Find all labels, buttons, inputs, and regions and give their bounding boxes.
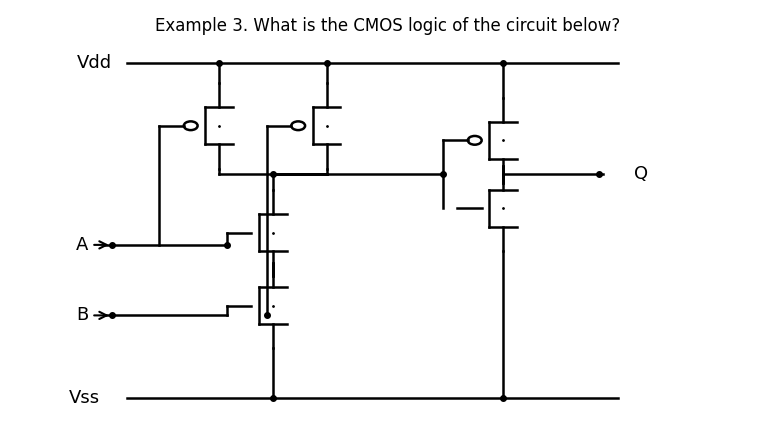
Text: Vdd: Vdd xyxy=(77,54,112,71)
Text: A: A xyxy=(76,236,106,254)
Text: Q: Q xyxy=(634,165,648,183)
Text: Example 3. What is the CMOS logic of the circuit below?: Example 3. What is the CMOS logic of the… xyxy=(155,17,621,35)
Text: B: B xyxy=(76,306,106,324)
Text: Vss: Vss xyxy=(69,389,100,407)
